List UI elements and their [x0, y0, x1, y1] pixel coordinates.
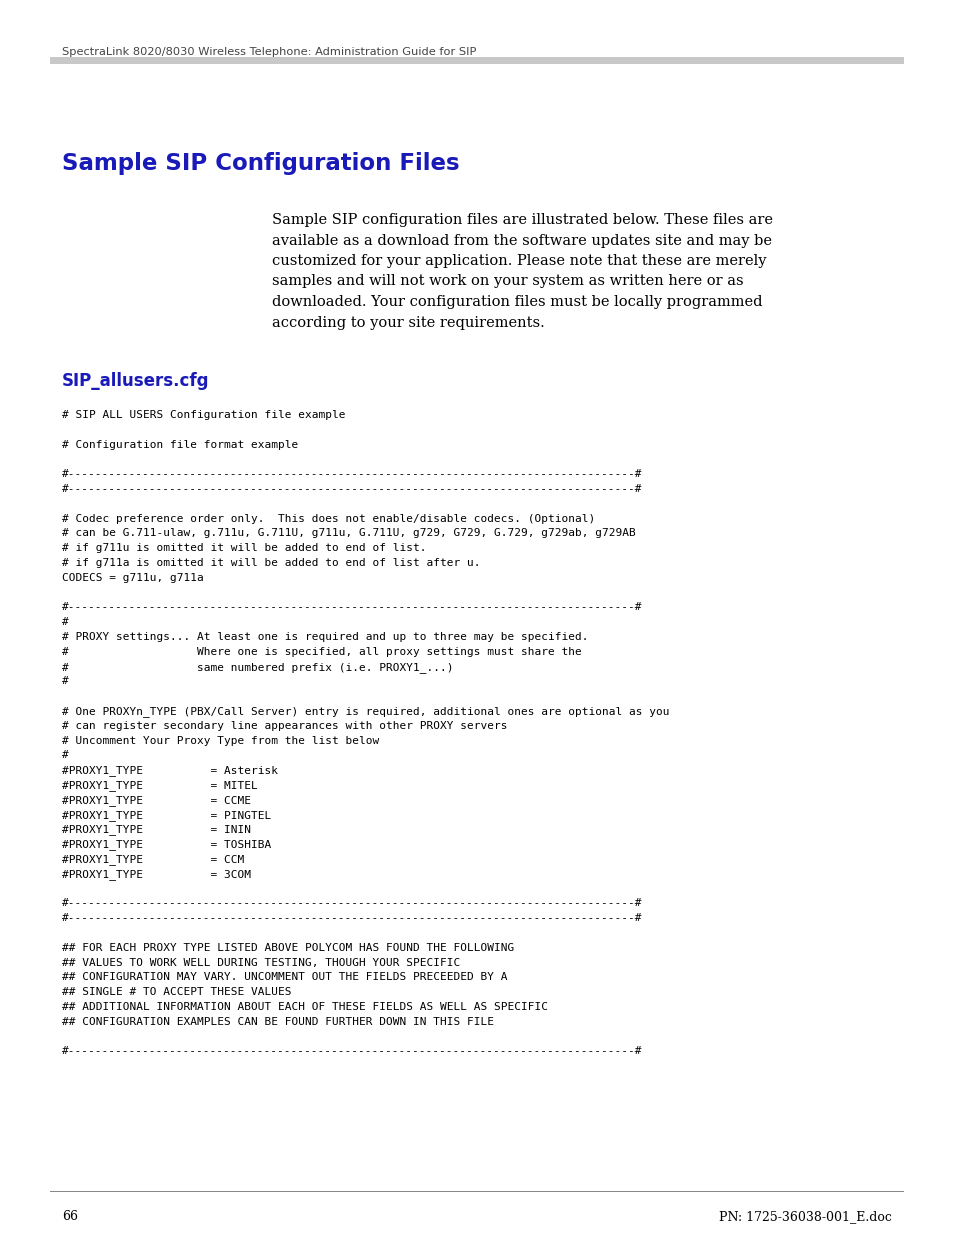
Text: #PROXY1_TYPE          = PINGTEL: #PROXY1_TYPE = PINGTEL — [62, 810, 271, 820]
Text: #-------------------------------------------------------------------------------: #---------------------------------------… — [62, 1046, 641, 1056]
Text: downloaded. Your configuration files must be locally programmed: downloaded. Your configuration files mus… — [272, 295, 761, 309]
Text: Sample SIP Configuration Files: Sample SIP Configuration Files — [62, 152, 459, 175]
Text: samples and will not work on your system as written here or as: samples and will not work on your system… — [272, 274, 742, 289]
Text: #-------------------------------------------------------------------------------: #---------------------------------------… — [62, 603, 641, 613]
Text: #PROXY1_TYPE          = CCME: #PROXY1_TYPE = CCME — [62, 795, 251, 805]
Text: PN: 1725-36038-001_E.doc: PN: 1725-36038-001_E.doc — [719, 1210, 891, 1223]
Text: # if g711u is omitted it will be added to end of list.: # if g711u is omitted it will be added t… — [62, 543, 426, 553]
Text: #: # — [62, 618, 69, 627]
Text: available as a download from the software updates site and may be: available as a download from the softwar… — [272, 233, 771, 247]
Text: # PROXY settings... At least one is required and up to three may be specified.: # PROXY settings... At least one is requ… — [62, 632, 588, 642]
Text: ## FOR EACH PROXY TYPE LISTED ABOVE POLYCOM HAS FOUND THE FOLLOWING: ## FOR EACH PROXY TYPE LISTED ABOVE POLY… — [62, 942, 514, 952]
Text: CODECS = g711u, g711a: CODECS = g711u, g711a — [62, 573, 204, 583]
Text: #PROXY1_TYPE          = CCM: #PROXY1_TYPE = CCM — [62, 853, 244, 864]
Text: #PROXY1_TYPE          = MITEL: #PROXY1_TYPE = MITEL — [62, 781, 257, 790]
Text: ## ADDITIONAL INFORMATION ABOUT EACH OF THESE FIELDS AS WELL AS SPECIFIC: ## ADDITIONAL INFORMATION ABOUT EACH OF … — [62, 1002, 547, 1011]
Text: ## VALUES TO WORK WELL DURING TESTING, THOUGH YOUR SPECIFIC: ## VALUES TO WORK WELL DURING TESTING, T… — [62, 957, 459, 967]
Text: # Uncomment Your Proxy Type from the list below: # Uncomment Your Proxy Type from the lis… — [62, 736, 379, 746]
Text: # can register secondary line appearances with other PROXY servers: # can register secondary line appearance… — [62, 721, 507, 731]
Text: # if g711a is omitted it will be added to end of list after u.: # if g711a is omitted it will be added t… — [62, 558, 480, 568]
Text: #-------------------------------------------------------------------------------: #---------------------------------------… — [62, 898, 641, 909]
Text: #PROXY1_TYPE          = 3COM: #PROXY1_TYPE = 3COM — [62, 868, 251, 879]
Text: #PROXY1_TYPE          = ININ: #PROXY1_TYPE = ININ — [62, 825, 251, 835]
Text: #-------------------------------------------------------------------------------: #---------------------------------------… — [62, 469, 641, 479]
Text: #                   same numbered prefix (i.e. PROXY1_...): # same numbered prefix (i.e. PROXY1_...) — [62, 662, 453, 673]
Text: ## CONFIGURATION MAY VARY. UNCOMMENT OUT THE FIELDS PRECEEDED BY A: ## CONFIGURATION MAY VARY. UNCOMMENT OUT… — [62, 972, 507, 982]
Text: # One PROXYn_TYPE (PBX/Call Server) entry is required, additional ones are optio: # One PROXYn_TYPE (PBX/Call Server) entr… — [62, 706, 669, 716]
Text: SIP_allusers.cfg: SIP_allusers.cfg — [62, 372, 210, 390]
Bar — [50, 57, 903, 64]
Text: according to your site requirements.: according to your site requirements. — [272, 315, 544, 330]
Text: # can be G.711-ulaw, g.711u, G.711U, g711u, G.711U, g729, G729, G.729, g729ab, g: # can be G.711-ulaw, g.711u, G.711U, g71… — [62, 529, 635, 538]
Text: customized for your application. Please note that these are merely: customized for your application. Please … — [272, 254, 765, 268]
Text: ## SINGLE # TO ACCEPT THESE VALUES: ## SINGLE # TO ACCEPT THESE VALUES — [62, 987, 292, 997]
Text: SpectraLink 8020/8030 Wireless Telephone: Administration Guide for SIP: SpectraLink 8020/8030 Wireless Telephone… — [62, 47, 476, 57]
Text: # Configuration file format example: # Configuration file format example — [62, 440, 298, 450]
Text: # Codec preference order only.  This does not enable/disable codecs. (Optional): # Codec preference order only. This does… — [62, 514, 595, 524]
Text: #: # — [62, 677, 69, 687]
Text: #-------------------------------------------------------------------------------: #---------------------------------------… — [62, 913, 641, 924]
Text: #: # — [62, 751, 69, 761]
Text: 66: 66 — [62, 1210, 78, 1223]
Text: #PROXY1_TYPE          = Asterisk: #PROXY1_TYPE = Asterisk — [62, 766, 277, 776]
Text: #PROXY1_TYPE          = TOSHIBA: #PROXY1_TYPE = TOSHIBA — [62, 840, 271, 850]
Text: #-------------------------------------------------------------------------------: #---------------------------------------… — [62, 484, 641, 494]
Text: ## CONFIGURATION EXAMPLES CAN BE FOUND FURTHER DOWN IN THIS FILE: ## CONFIGURATION EXAMPLES CAN BE FOUND F… — [62, 1016, 494, 1026]
Text: Sample SIP configuration files are illustrated below. These files are: Sample SIP configuration files are illus… — [272, 212, 772, 227]
Text: # SIP ALL USERS Configuration file example: # SIP ALL USERS Configuration file examp… — [62, 410, 345, 420]
Text: #                   Where one is specified, all proxy settings must share the: # Where one is specified, all proxy sett… — [62, 647, 581, 657]
